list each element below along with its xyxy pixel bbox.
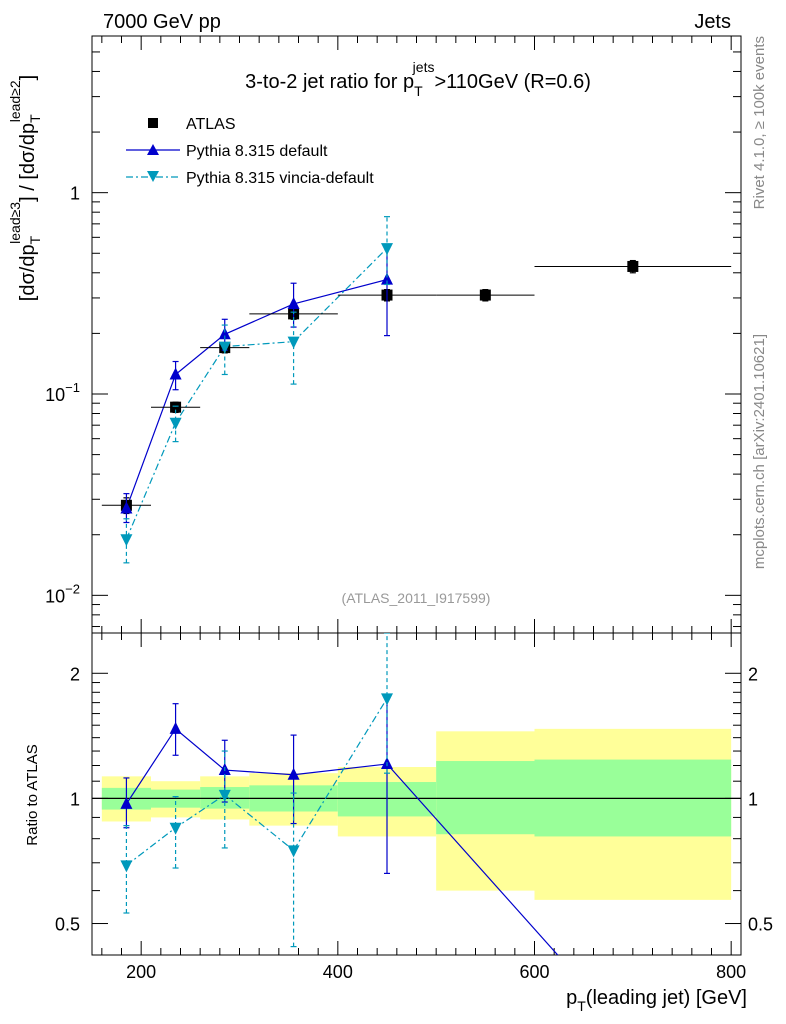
main-series-2-point-2 [218,341,231,354]
legend-default-label: Pythia 8.315 default [186,143,328,160]
main-ylabel-part-5: T [27,114,43,123]
main-ytick-label-0: 10−2 [45,581,80,606]
ratio-series-0-point-3 [287,767,300,780]
ratio-series-0-point-1 [169,721,182,734]
ratio-band-inner-5 [436,761,535,835]
ratio-ytick-label-right-1: 1 [748,789,758,809]
main-series-0-point-6 [627,260,639,272]
main-ylabel-part-2: T [27,235,43,244]
ratio-series-1-point-1 [169,822,182,835]
legend-atlas-label: ATLAS [186,116,236,133]
ratio-series-line-0 [125,727,559,955]
main-panel: 3-to-2 jet ratio for pTjets>110GeV (R=0.… [7,35,742,634]
ratio-xtick-label-800: 800 [716,962,746,982]
ratio-ytick-label-left-1: 1 [70,789,80,809]
legend: ATLAS Pythia 8.315 default Pythia 8.315 … [126,116,374,187]
header-left-label: 7000 GeV pp [103,11,221,33]
analysis-label: (ATLAS_2011_I917599) [342,590,491,606]
main-ytick-base-1: 10 [45,385,65,405]
ratio-series-1-point-0 [120,860,133,873]
ratio-series-0-point-0 [120,796,133,809]
main-ylabel: [dσ/dpTlead≥3] / [dσ/dpTlead≥2] [7,75,43,301]
main-ytick-base-0: 10 [45,586,65,606]
main-title-sup: jets [412,59,435,75]
main-series-1-point-0 [120,501,133,514]
main-series-group [101,216,732,564]
main-ylabel-part-1: [dσ/dp [17,244,39,301]
ratio-xlabel-part-3: (leading jet) [GeV] [586,987,747,1009]
rivet-label: Rivet 4.1.0, ≥ 100k events [751,36,768,209]
main-series-1-point-3 [287,296,300,309]
main-ytick-label-2: 1 [70,184,80,204]
legend-atlas-marker [148,118,158,128]
main-ylabel-part-3: lead≥3 [7,202,23,244]
main-series-1-point-4 [381,272,393,285]
ratio-xtick-label-400: 400 [323,962,353,982]
ratio-xtick-label-200: 200 [126,962,156,982]
ratio-series-1-point-3 [287,845,300,858]
main-ylabel-part-7: ] [17,75,39,81]
ratio-xtick-label-600: 600 [519,962,549,982]
ratio-series-group [120,633,559,955]
ratio-xlabel: pT(leading jet) [GeV] [566,987,747,1014]
main-title-sub: T [414,83,423,99]
ratio-ytick-label-left-0.5: 0.5 [55,915,80,935]
main-series-line-2 [125,247,388,540]
main-series-0-point-1 [170,401,182,413]
header-right-label: Jets [694,11,731,33]
ratio-ytick-label-right-2: 2 [748,664,758,684]
main-ylabel-part-4: ] / [dσ/dp [17,123,39,202]
ratio-ylabel: Ratio to ATLAS [24,744,41,845]
main-series-2-point-3 [287,336,300,349]
main-series-0-point-5 [479,289,491,301]
ratio-panel: Ratio to ATLAS pT(leading jet) [GeV] 200… [24,632,773,1014]
ratio-series-1-point-2 [218,789,231,802]
main-ytick-label-1: 10−1 [45,380,80,405]
main-title-prefix: 3-to-2 jet ratio for p [245,71,414,93]
main-series-2-point-4 [381,243,393,256]
legend-default-marker [147,144,159,155]
mcplots-label: mcplots.cern.ch [arXiv:2401.10621] [751,334,768,569]
legend-vincia-marker [147,171,159,182]
legend-vincia-label: Pythia 8.315 vincia-default [186,170,374,187]
main-ytick-exp-0: −2 [65,581,80,596]
ratio-ytick-label-right-0.5: 0.5 [748,915,773,935]
main-series-2-point-1 [169,417,182,430]
main-ylabel-part-6: lead≥2 [7,80,23,122]
main-series-1-point-1 [169,367,182,380]
main-title-suffix: >110GeV (R=0.6) [434,71,590,93]
ratio-xlabel-part-1: p [566,987,577,1009]
ratio-series-1-point-4 [381,693,393,706]
ratio-xlabel-part-2: T [577,998,586,1014]
main-ytick-exp-1: −1 [65,380,80,395]
main-series-2-point-0 [120,534,133,547]
main-series-1-point-2 [218,327,231,340]
ratio-ytick-label-left-2: 2 [70,664,80,684]
main-title: 3-to-2 jet ratio for pTjets>110GeV (R=0.… [245,59,591,99]
